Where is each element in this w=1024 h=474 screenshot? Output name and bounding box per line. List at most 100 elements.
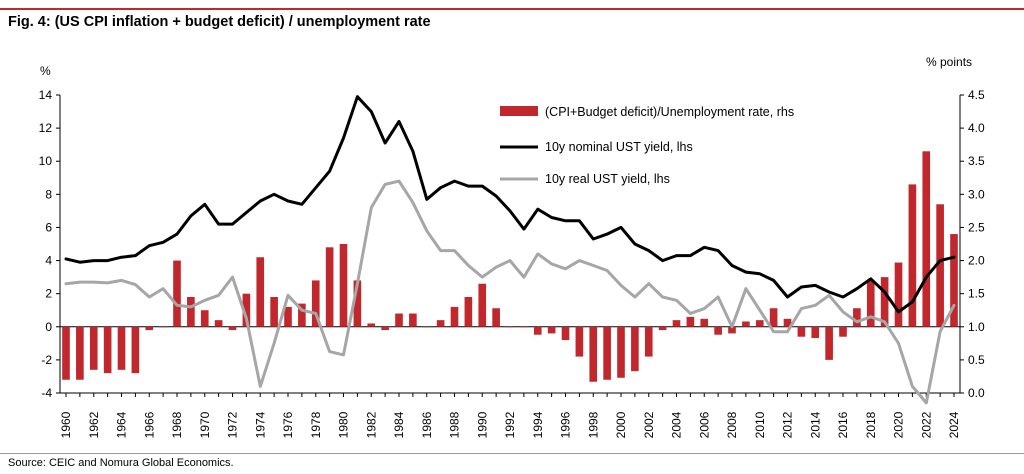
bar-1983 bbox=[381, 326, 389, 331]
legend-swatch-bars bbox=[500, 106, 538, 116]
bar-1975 bbox=[270, 296, 278, 327]
x-tick-label: 2016 bbox=[836, 411, 850, 438]
left-tick-label: 6 bbox=[45, 220, 52, 234]
bar-2004 bbox=[672, 320, 681, 327]
x-tick-label: 1980 bbox=[337, 411, 351, 438]
x-tick-label: 2024 bbox=[947, 411, 961, 438]
right-tick-label: 0.5 bbox=[968, 353, 985, 367]
x-tick-label: 1972 bbox=[226, 411, 240, 438]
bar-2021 bbox=[908, 184, 917, 327]
x-tick-label: 2008 bbox=[725, 411, 739, 438]
x-tick-label: 1990 bbox=[475, 411, 489, 438]
x-tick-label: 2020 bbox=[892, 411, 906, 438]
nominal-yield-line bbox=[64, 95, 956, 314]
bar-1978 bbox=[311, 280, 320, 327]
bar-2020 bbox=[894, 262, 903, 327]
x-tick-label: 1994 bbox=[531, 411, 545, 438]
legend-label-bars: (CPI+Budget deficit)/Unemployment rate, … bbox=[545, 105, 794, 119]
left-tick-label: 0 bbox=[45, 320, 52, 334]
bar-1972 bbox=[228, 326, 237, 331]
bar-1973 bbox=[242, 293, 251, 327]
bar-1967 bbox=[159, 326, 167, 328]
bar-1993 bbox=[520, 326, 528, 328]
x-tick-label: 1960 bbox=[59, 411, 73, 438]
real-yield-line bbox=[64, 179, 956, 405]
bar-1962 bbox=[89, 326, 98, 370]
bar-1969 bbox=[187, 296, 195, 327]
x-tick-label: 2012 bbox=[781, 411, 795, 438]
bar-1963 bbox=[103, 326, 112, 374]
bar-1994 bbox=[533, 326, 542, 335]
x-tick-label: 2010 bbox=[753, 411, 767, 438]
right-tick-label: 3.0 bbox=[968, 187, 985, 201]
x-tick-label: 2014 bbox=[808, 411, 822, 438]
bar-1984 bbox=[395, 313, 403, 327]
right-tick-label: 0.0 bbox=[968, 386, 985, 400]
left-tick-label: -2 bbox=[41, 353, 52, 367]
bar-2010 bbox=[755, 320, 764, 327]
x-tick-label: 1978 bbox=[309, 411, 323, 438]
bar-1979 bbox=[325, 247, 334, 327]
x-tick-label: 1964 bbox=[115, 411, 129, 438]
bar-1992 bbox=[506, 326, 514, 328]
x-tick-label: 2000 bbox=[614, 411, 628, 438]
x-tick-label: 1962 bbox=[87, 411, 101, 438]
bar-1961 bbox=[76, 326, 84, 380]
bar-1999 bbox=[603, 326, 611, 380]
x-tick-label: 1984 bbox=[392, 411, 406, 438]
left-tick-label: 14 bbox=[39, 88, 53, 102]
bar-2013 bbox=[797, 326, 806, 337]
x-tick-label: 1992 bbox=[503, 411, 517, 438]
bar-2019 bbox=[880, 277, 889, 327]
bar-series bbox=[62, 151, 958, 382]
bar-1996 bbox=[561, 326, 570, 341]
right-axis-unit: % points bbox=[926, 55, 972, 69]
bar-2006 bbox=[700, 318, 709, 327]
bar-1974 bbox=[256, 257, 265, 327]
x-tick-label: 1970 bbox=[198, 411, 212, 438]
x-tick-label: 1976 bbox=[281, 411, 295, 438]
bar-1990 bbox=[478, 283, 487, 327]
chart-title: Fig. 4: (US CPI inflation + budget defic… bbox=[8, 14, 431, 30]
left-tick-label: 8 bbox=[45, 187, 52, 201]
bar-2003 bbox=[658, 326, 667, 331]
bar-1980 bbox=[339, 244, 348, 327]
bar-2012 bbox=[783, 318, 792, 327]
left-tick-label: 10 bbox=[39, 154, 53, 168]
bar-1985 bbox=[409, 313, 417, 327]
x-tick-label: 1988 bbox=[448, 411, 462, 438]
bar-2018 bbox=[866, 280, 875, 327]
bar-2015 bbox=[825, 326, 833, 360]
tick-labels: 14 12 10 8 6 4 2 0 -2 -4 4.5 4.0 3.5 3.0 2.5 2.0 1.5 1.0 0… bbox=[39, 55, 985, 438]
bar-1971 bbox=[214, 320, 223, 327]
bar-1976 bbox=[284, 306, 292, 327]
left-tick-label: 12 bbox=[39, 121, 53, 135]
x-tick-label: 1998 bbox=[586, 411, 600, 438]
bar-1997 bbox=[575, 326, 584, 357]
bar-2008 bbox=[728, 326, 736, 334]
bar-1989 bbox=[464, 296, 473, 327]
bar-2017 bbox=[853, 308, 861, 327]
bar-2001 bbox=[631, 326, 639, 372]
x-tick-label: 1966 bbox=[142, 411, 156, 438]
bar-1966 bbox=[145, 326, 154, 331]
left-tick-label: 4 bbox=[45, 254, 52, 268]
bar-2007 bbox=[714, 326, 722, 335]
title-rule bbox=[0, 8, 1024, 10]
bar-1991 bbox=[492, 308, 500, 327]
x-tick-label: 2006 bbox=[697, 411, 711, 438]
x-tick-label: 2018 bbox=[864, 411, 878, 438]
bar-1964 bbox=[117, 326, 126, 370]
bar-1977 bbox=[298, 303, 306, 327]
bar-1982 bbox=[367, 323, 376, 327]
bar-2000 bbox=[617, 326, 625, 378]
right-tick-label: 1.0 bbox=[968, 320, 985, 334]
bar-1995 bbox=[547, 326, 556, 334]
x-tick-label: 1996 bbox=[559, 411, 573, 438]
bar-2014 bbox=[811, 326, 820, 339]
x-tick-label: 1982 bbox=[364, 411, 378, 438]
bar-1968 bbox=[173, 260, 181, 327]
x-tick-label: 2022 bbox=[919, 411, 933, 438]
bar-2022 bbox=[922, 151, 931, 327]
bar-1998 bbox=[589, 326, 598, 382]
